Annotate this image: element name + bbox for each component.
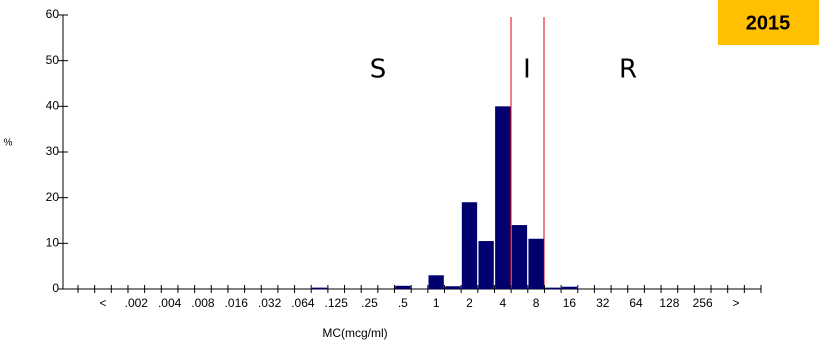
bar [511, 225, 528, 289]
badge-box [718, 0, 819, 45]
x-axis-label: MC(mcg/ml) [322, 326, 387, 340]
bar [528, 238, 544, 289]
annotation: I [523, 55, 531, 85]
bar [561, 286, 578, 289]
bar [395, 285, 411, 289]
y-tick-label: 10 [46, 236, 60, 250]
x-tick-label: .064 [291, 296, 315, 310]
bar [445, 286, 461, 289]
y-tick-label: 40 [46, 99, 60, 113]
x-tick-label: 16 [563, 296, 577, 310]
y-tick-label: 30 [46, 144, 60, 158]
bar [461, 202, 478, 289]
x-tick-label: .002 [125, 296, 149, 310]
x-tick-label: .5 [398, 296, 408, 310]
x-tick-label: .008 [191, 296, 215, 310]
annotation: S [370, 55, 387, 85]
y-axis-label: % [4, 138, 13, 149]
x-tick-label: .032 [258, 296, 282, 310]
y-tick-label: 20 [46, 190, 60, 204]
y-tick-label: 0 [52, 281, 59, 295]
x-tick-label: 2 [466, 296, 473, 310]
bar [428, 275, 444, 289]
x-tick-label: < [99, 296, 106, 310]
x-tick-label: 32 [596, 296, 610, 310]
bar [311, 287, 328, 289]
bar [495, 106, 511, 289]
y-tick-label: 60 [46, 7, 60, 21]
x-tick-label: .125 [325, 296, 349, 310]
x-tick-label: 8 [533, 296, 540, 310]
x-tick-label: 128 [659, 296, 679, 310]
bar [478, 241, 494, 289]
y-tick-label: 50 [46, 53, 60, 67]
badge: 2015 [746, 12, 791, 34]
x-tick-label: .004 [158, 296, 182, 310]
bar [545, 287, 561, 289]
x-tick-label: .016 [225, 296, 249, 310]
x-tick-label: > [733, 296, 740, 310]
x-tick-label: 64 [629, 296, 643, 310]
annotation: R [619, 55, 637, 85]
x-tick-label: .25 [361, 296, 378, 310]
x-tick-label: 1 [433, 296, 440, 310]
x-tick-label: 256 [693, 296, 713, 310]
x-tick-label: 4 [499, 296, 506, 310]
